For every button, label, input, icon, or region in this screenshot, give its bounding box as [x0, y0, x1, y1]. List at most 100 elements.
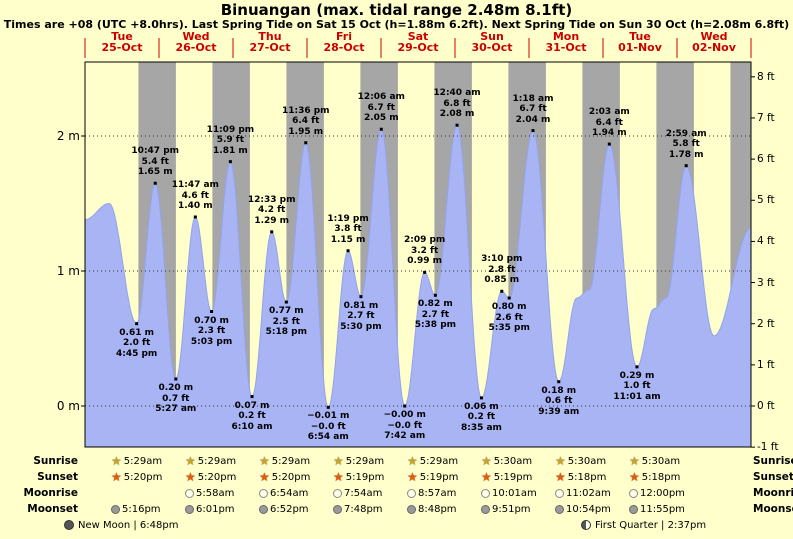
tide-annotation-line: 0.2 ft [238, 411, 266, 422]
tide-annotation-line: 0.70 m [194, 315, 229, 326]
tide-annotation-line: 6.7 ft [367, 102, 395, 113]
sunset-entry: ★ 5:19pm [333, 470, 384, 484]
sunset-star-icon: ★ [111, 470, 122, 484]
sunset-time: 5:19pm [493, 471, 533, 483]
tide-high-annotation: 12:33 pm 4.2 ft 1.29 m [238, 195, 306, 227]
day-label: Sat 29-Oct [381, 31, 455, 53]
tide-high-annotation: 11:36 pm 6.4 ft 1.95 m [272, 106, 340, 138]
sunset-star-icon: ★ [185, 470, 196, 484]
sunset-star-icon: ★ [555, 470, 566, 484]
tide-annotation-line: 4.2 ft [258, 205, 286, 216]
moonrise-time: 5:58am [196, 487, 235, 499]
tide-extreme-dot [684, 164, 688, 168]
sunrise-row-label-left: Sunrise [33, 455, 78, 467]
sunset-star-icon: ★ [259, 470, 270, 484]
y-axis-right-label: 7 ft [757, 111, 775, 124]
sunrise-star-icon: ★ [111, 454, 122, 468]
tide-annotation-line: 0.81 m [343, 300, 379, 311]
sunrise-row-label-right: Sunrise [753, 455, 793, 467]
tide-annotation-line: 2.7 ft [347, 311, 375, 322]
sunset-row-label-left: Sunset [37, 471, 78, 483]
tide-annotation-line: −0.00 m [383, 410, 426, 420]
day-weekday: Tue [111, 30, 133, 43]
moonrise-entry: 8:57am [407, 486, 456, 500]
sunrise-star-icon: ★ [481, 454, 492, 468]
moonset-circle-icon [407, 504, 416, 514]
sunset-time: 5:20pm [197, 471, 237, 483]
sunset-entry: ★ 5:20pm [111, 470, 162, 484]
tide-extreme-dot [500, 289, 504, 293]
tide-annotation-line: 1.65 m [137, 167, 173, 178]
sunrise-star-icon: ★ [333, 454, 344, 468]
tide-annotation-line: 0.6 ft [545, 396, 573, 407]
tide-annotation-line: 0.2 ft [467, 412, 496, 423]
moonrise-entry: 12:00pm [629, 486, 685, 500]
moonset-circle-icon [333, 504, 342, 514]
tide-annotation-line: 2.08 m [439, 109, 475, 120]
tide-annotation-line: 0.77 m [268, 306, 304, 317]
sunset-time: 5:18pm [567, 471, 607, 483]
moonrise-row-label-right: Moonrise [753, 487, 793, 499]
tide-annotation-line: 0.80 m [491, 302, 527, 312]
sunrise-entry: ★ 5:30am [555, 454, 606, 468]
moonset-time: 10:54pm [566, 503, 611, 515]
moonset-time: 8:48pm [418, 503, 457, 515]
tide-low-annotation: 0.70 m 2.3 ft 5:03 pm [178, 316, 246, 348]
sunrise-entry: ★ 5:30am [481, 454, 532, 468]
tide-annotation-line: 2.5 ft [272, 316, 300, 327]
tide-extreme-dot [479, 396, 483, 400]
day-label: Tue 01-Nov [603, 31, 677, 53]
tide-annotation-line: 2.7 ft [421, 309, 449, 320]
tide-annotation-line: 5.8 ft [672, 139, 700, 150]
tide-annotation-line: 11:09 pm [206, 124, 255, 135]
day-label: Thu 27-Oct [233, 31, 307, 53]
day-date: 25-Oct [101, 41, 143, 54]
tide-low-annotation: 0.20 m 0.7 ft 5:27 am [142, 383, 210, 415]
tide-high-annotation: 11:47 am 4.6 ft 1.40 m [161, 180, 229, 212]
tide-extreme-dot [304, 141, 308, 145]
y-axis-right-label: 4 ft [757, 235, 775, 248]
sunrise-star-icon: ★ [407, 454, 418, 468]
y-axis-right-label: 3 ft [757, 276, 775, 289]
y-axis-right-label: -1 ft [757, 441, 779, 454]
moonset-time: 5:16pm [122, 503, 161, 515]
moonset-circle-icon [555, 504, 564, 514]
y-axis-right-label: 8 ft [757, 70, 775, 83]
tide-annotation-line: 3.2 ft [410, 245, 439, 256]
moonset-time: 11:55pm [640, 503, 685, 515]
sunrise-time: 5:29am [271, 455, 311, 467]
day-weekday: Tue [629, 30, 651, 43]
sunrise-time: 5:29am [123, 455, 163, 467]
moonset-circle-icon [185, 504, 194, 514]
new-moon-icon [64, 520, 74, 530]
day-date: 28-Oct [323, 41, 365, 54]
tide-high-annotation: 10:47 pm 5.4 ft 1.65 m [121, 146, 189, 178]
day-label: Mon 31-Oct [529, 31, 603, 53]
tide-low-annotation: 0.18 m 0.6 ft 9:39 am [525, 386, 593, 418]
tide-annotation-line: 5:30 pm [340, 321, 382, 332]
tide-annotation-line: 2.3 ft [197, 326, 226, 336]
tide-annotation-line: 2:03 am [588, 107, 630, 118]
sunrise-entry: ★ 5:29am [333, 454, 384, 468]
tide-annotation-line: 5:03 pm [190, 336, 233, 347]
y-axis-left-label: 2 m [56, 129, 80, 143]
tide-annotation-line: 5.9 ft [216, 135, 245, 146]
tide-annotation-line: 10:47 pm [131, 146, 180, 157]
sunset-time: 5:20pm [123, 471, 163, 483]
page-title: Binuangan (max. tidal range 2.48m 8.1ft) [220, 1, 573, 19]
tide-annotation-line: 9:39 am [538, 406, 580, 417]
moonrise-circle-icon [333, 488, 342, 498]
moonrise-time: 12:00pm [640, 487, 685, 499]
day-date: 27-Oct [249, 41, 291, 54]
sunrise-time: 5:29am [345, 455, 385, 467]
tide-extreme-dot [359, 295, 363, 299]
moonrise-circle-icon [407, 488, 416, 498]
tide-annotation-line: 1:18 am [512, 93, 554, 104]
sunrise-time: 5:29am [419, 455, 459, 467]
y-axis-right-label: 0 ft [757, 400, 775, 412]
first-quarter-icon [581, 520, 591, 530]
moonrise-circle-icon [185, 488, 194, 498]
tide-extreme-dot [210, 310, 214, 313]
tide-annotation-line: 5.4 ft [141, 156, 169, 167]
